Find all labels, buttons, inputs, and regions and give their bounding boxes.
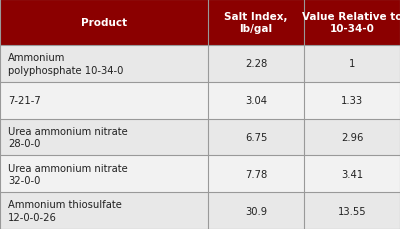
Text: Value Relative to
10-34-0: Value Relative to 10-34-0	[302, 12, 400, 34]
Text: 13.55: 13.55	[338, 206, 366, 216]
Text: Ammonium
polyphosphate 10-34-0: Ammonium polyphosphate 10-34-0	[8, 53, 123, 75]
Text: 6.75: 6.75	[245, 132, 267, 142]
Text: 1: 1	[349, 59, 355, 69]
Bar	[208, 82, 304, 119]
Text: Ammonium thiosulfate
12-0-0-26: Ammonium thiosulfate 12-0-0-26	[8, 199, 122, 222]
Bar	[304, 119, 400, 156]
Bar	[0, 119, 208, 156]
Text: 7-21-7: 7-21-7	[8, 96, 41, 106]
Text: 3.41: 3.41	[341, 169, 363, 179]
Text: 7.78: 7.78	[245, 169, 267, 179]
Text: 2.96: 2.96	[341, 132, 363, 142]
Bar	[0, 82, 208, 119]
Text: 30.9: 30.9	[245, 206, 267, 216]
Bar	[304, 82, 400, 119]
Text: 1.33: 1.33	[341, 96, 363, 106]
Bar	[208, 46, 304, 82]
Text: 3.04: 3.04	[245, 96, 267, 106]
Bar	[304, 46, 400, 82]
Bar	[304, 192, 400, 229]
Text: 2.28: 2.28	[245, 59, 267, 69]
Bar	[304, 0, 400, 46]
Bar	[208, 156, 304, 192]
Bar	[304, 156, 400, 192]
Bar	[0, 0, 208, 46]
Bar	[208, 0, 304, 46]
Bar	[0, 156, 208, 192]
Bar	[208, 119, 304, 156]
Bar	[0, 192, 208, 229]
Text: Urea ammonium nitrate
28-0-0: Urea ammonium nitrate 28-0-0	[8, 126, 128, 149]
Bar	[0, 46, 208, 82]
Text: Product: Product	[81, 18, 127, 28]
Bar	[208, 192, 304, 229]
Text: Salt Index,
lb/gal: Salt Index, lb/gal	[224, 12, 288, 34]
Text: Urea ammonium nitrate
32-0-0: Urea ammonium nitrate 32-0-0	[8, 163, 128, 185]
